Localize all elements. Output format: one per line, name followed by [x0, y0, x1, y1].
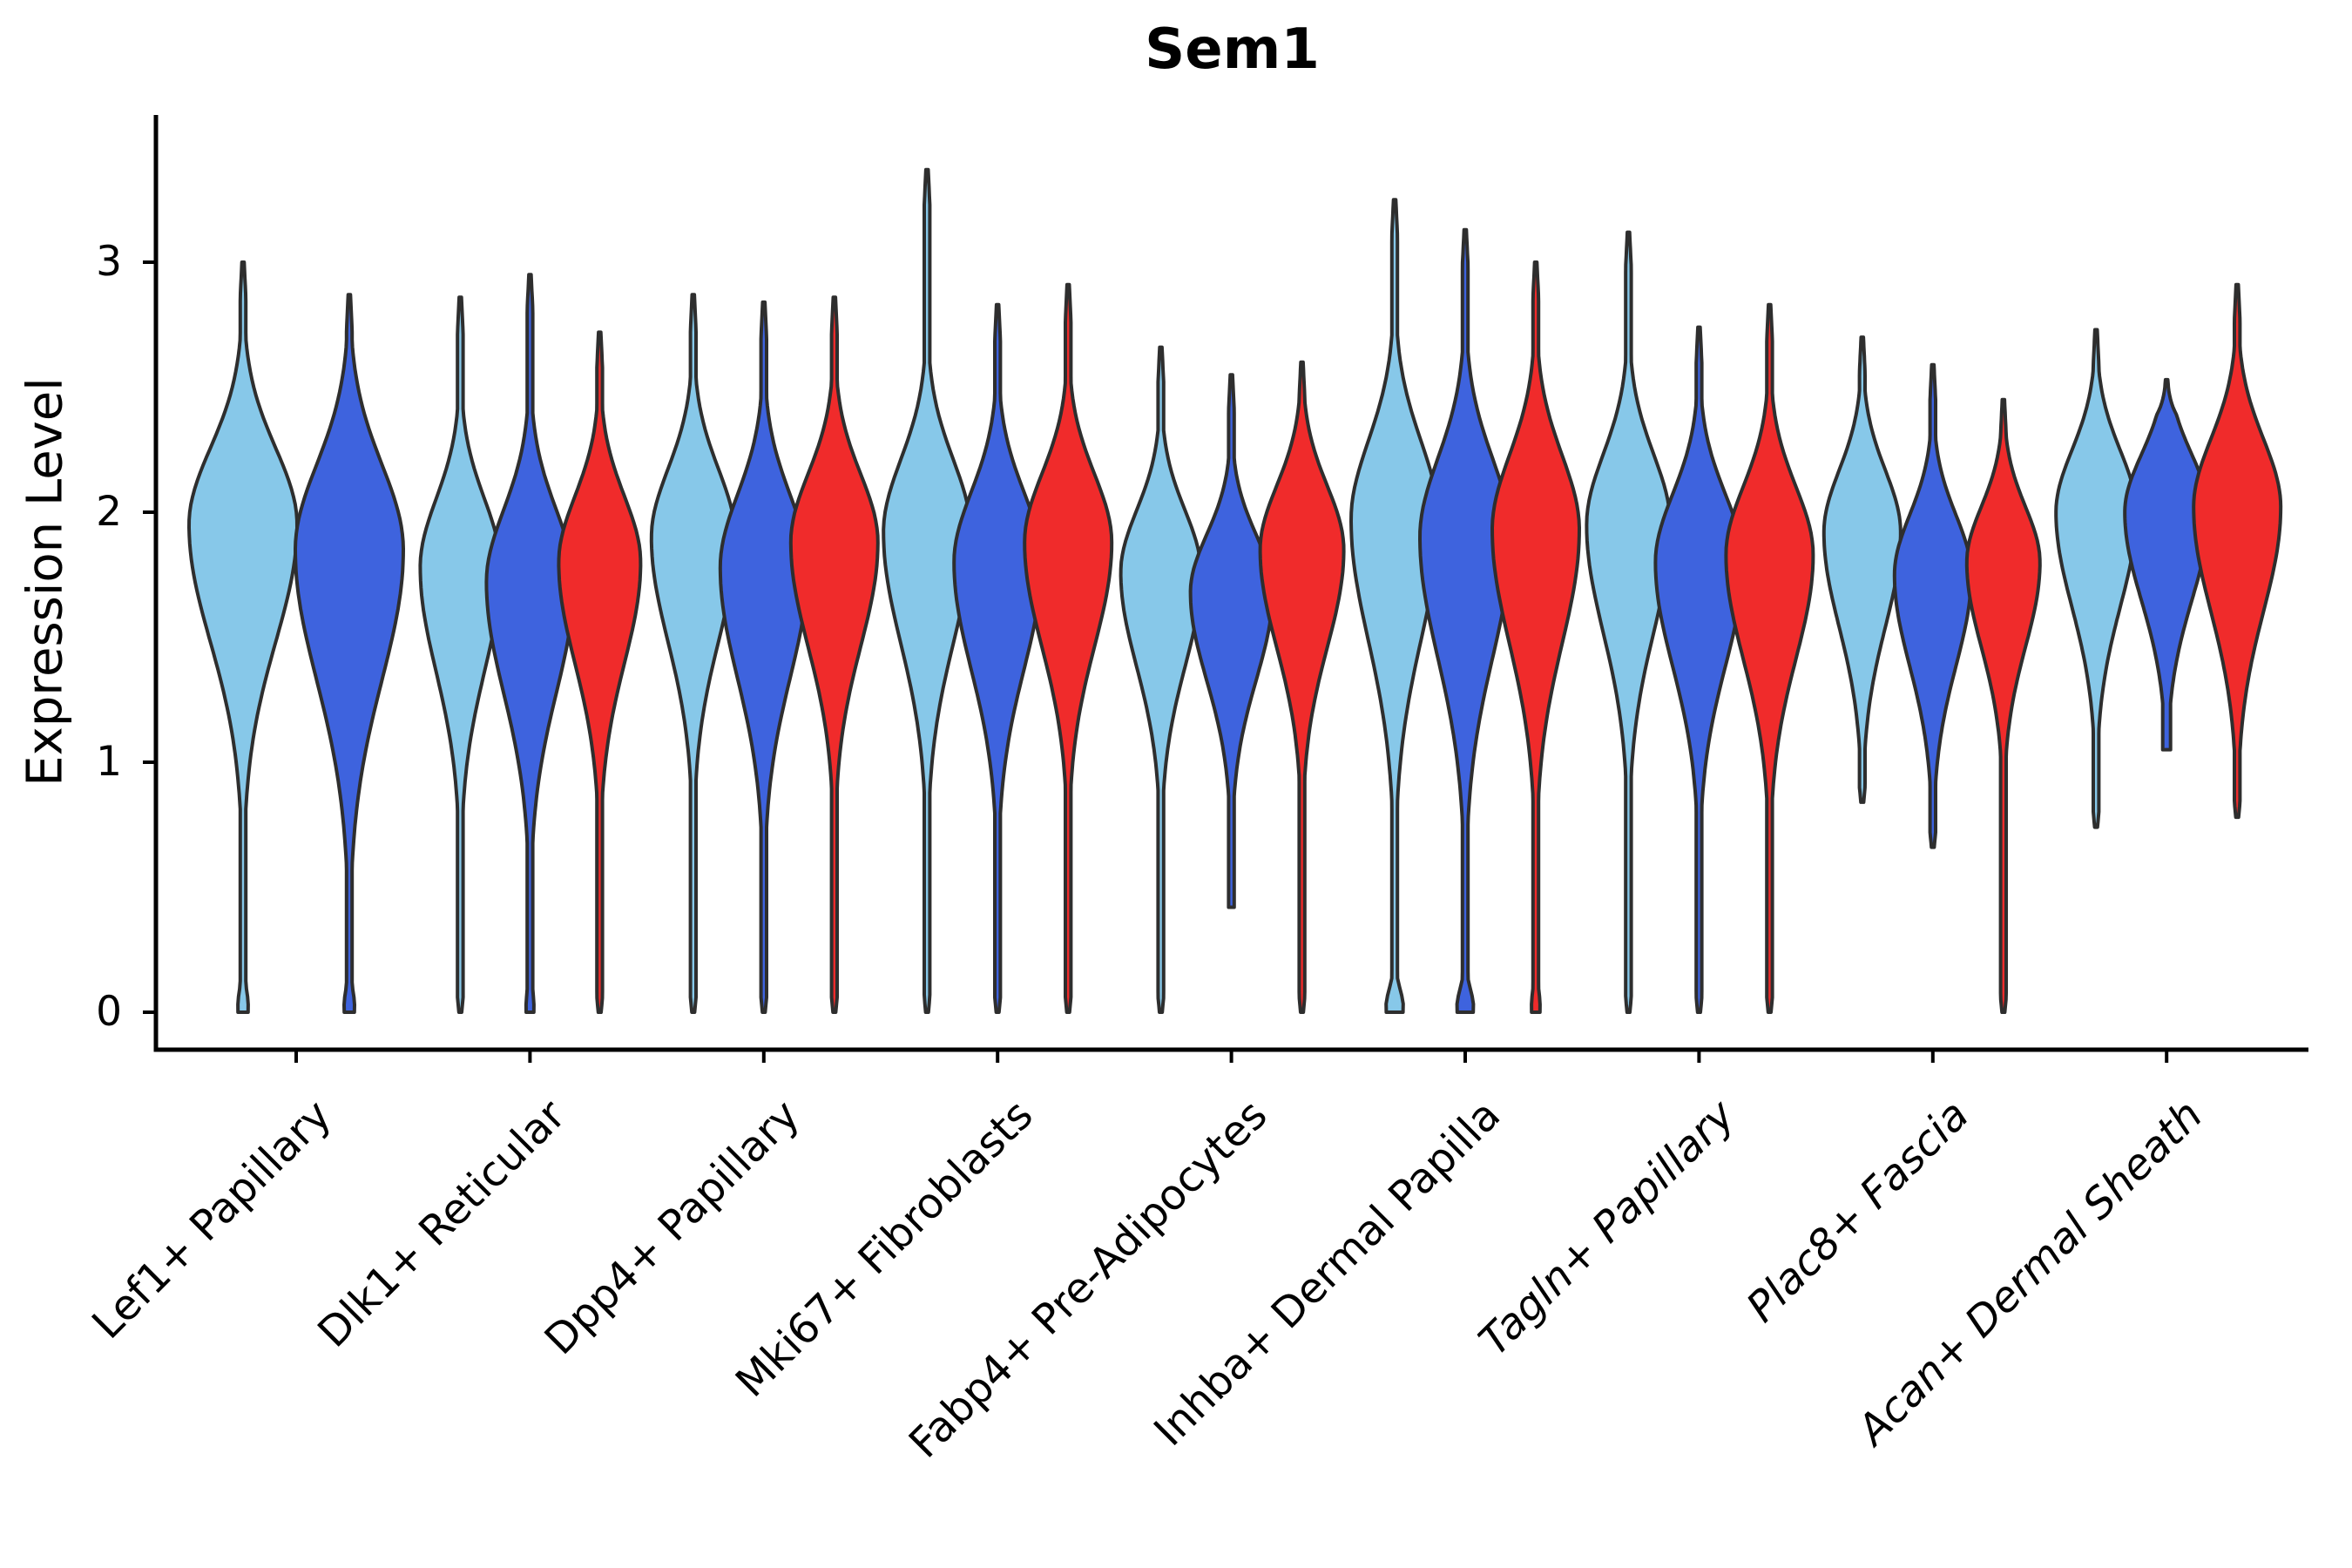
violin-plac8-red-sample — [1964, 397, 2042, 1014]
violin-dpp4-dark-blue-sample — [718, 300, 809, 1014]
y-tick-label-0: 0 — [96, 988, 122, 1036]
violin-dlk1-red-sample — [557, 330, 643, 1014]
violin-plac8-light-blue-sample — [1821, 335, 1903, 804]
violin-fabp4-light-blue-sample — [1119, 345, 1203, 1014]
violin-lef1-light-blue-sample — [187, 260, 299, 1014]
violin-tagln-red-sample — [1724, 302, 1815, 1014]
chart-title: Sem1 — [1145, 17, 1320, 82]
violin-acan-dark-blue-sample — [2123, 377, 2211, 752]
violin-dlk1-dark-blue-sample — [484, 273, 576, 1014]
y-axis-label: Expression Level — [17, 377, 74, 787]
violin-inhba-red-sample — [1490, 260, 1581, 1014]
violin-plac8-dark-blue-sample — [1892, 362, 1973, 849]
violin-lef1-dark-blue-sample — [294, 293, 405, 1014]
violin-acan-light-blue-sample — [2054, 328, 2139, 829]
violin-tagln-light-blue-sample — [1585, 230, 1673, 1014]
violin-tagln-dark-blue-sample — [1653, 325, 1745, 1014]
violin-mki67-light-blue-sample — [882, 167, 973, 1014]
violin-dpp4-light-blue-sample — [649, 293, 737, 1014]
y-tick-label-2: 2 — [96, 488, 122, 536]
y-tick-label-1: 1 — [96, 738, 122, 786]
y-tick-label-3: 3 — [96, 238, 122, 286]
violin-fabp4-red-sample — [1258, 360, 1346, 1014]
violin-dpp4-red-sample — [788, 295, 880, 1014]
violin-fabp4-dark-blue-sample — [1188, 373, 1274, 909]
violin-mki67-dark-blue-sample — [952, 302, 1044, 1014]
violin-mki67-red-sample — [1023, 282, 1114, 1014]
violin-acan-red-sample — [2192, 282, 2283, 820]
violin-dlk1-light-blue-sample — [418, 295, 503, 1014]
violin-inhba-dark-blue-sample — [1418, 227, 1512, 1014]
